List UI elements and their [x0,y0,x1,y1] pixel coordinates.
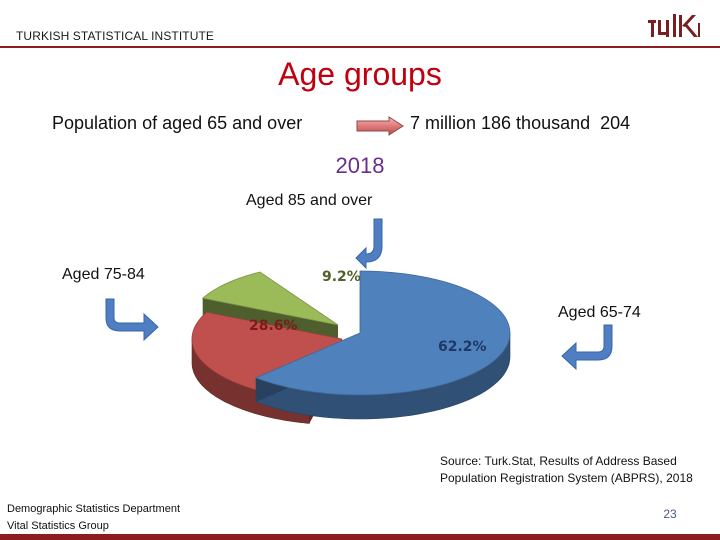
right-arrow-icon [356,116,404,136]
bent-arrow-icon [561,324,613,371]
category-label-aged-85-over: Aged 85 and over [246,192,373,209]
slice-value-label: 28.6% [249,318,298,334]
slice-value-label: 62.2% [438,339,487,355]
pie-slice-top [254,270,511,396]
page-number: 23 [663,507,677,521]
population-value: 7 million 186 thousand 204 [410,113,631,133]
category-label-aged-65-74: Aged 65-74 [558,304,641,321]
category-label-aged-75-84: Aged 75-84 [62,266,145,283]
source-note: Source: Turk.Stat, Results of Address Ba… [440,453,715,487]
bent-arrow-icon [105,298,159,342]
pie-slice-1 [254,270,511,420]
tuik-logo [648,14,700,37]
bent-arrow-icon [355,218,383,270]
source-line: Source: Turk.Stat, Results of Address Ba… [440,454,677,468]
pie-slice-top [201,271,339,326]
slice-value-label: 9.2% [322,269,361,285]
footer-department: Demographic Statistics Department Vital … [7,501,180,535]
population-label: Population of aged 65 and over [52,113,303,133]
group-name: Vital Statistics Group [7,520,109,532]
year-label: 2018 [335,153,385,178]
department-name: Demographic Statistics Department [7,503,181,515]
footer-rule [0,534,720,540]
header-rule [0,46,720,48]
source-line: Population Registration System (ABPRS), … [440,471,693,485]
page-title: Age groups [278,56,442,92]
organization-name: TURKISH STATISTICAL INSTITUTE [16,29,215,43]
